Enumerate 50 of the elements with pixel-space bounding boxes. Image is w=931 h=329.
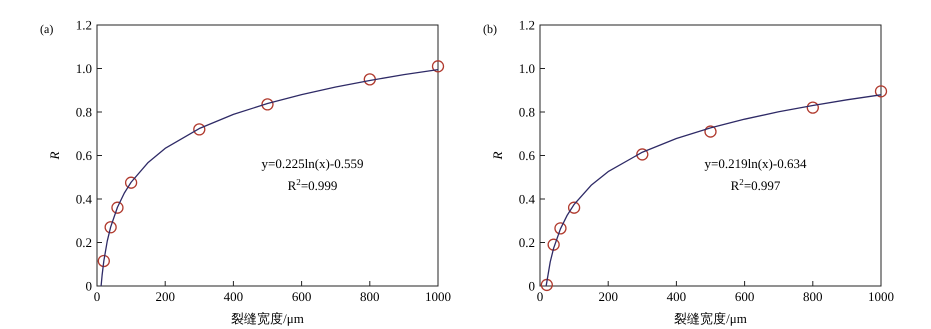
x-tick-label: 600 [734, 289, 754, 304]
x-tick-label: 200 [155, 289, 175, 304]
point [261, 98, 274, 111]
x-tick-label: 800 [803, 289, 823, 304]
x-tick-label: 200 [598, 289, 618, 304]
y-tick-label: 0.8 [76, 104, 92, 120]
annotation: R$^{2}$=0.997 [730, 177, 781, 193]
point [547, 238, 560, 251]
y-axis-title: R [490, 151, 505, 160]
point [636, 148, 648, 161]
x-tick-label: 1000 [868, 289, 894, 304]
point [540, 278, 553, 292]
y-tick-label: 0.2 [518, 235, 535, 250]
point [111, 202, 124, 214]
point [124, 176, 138, 189]
x-axis-title: 裂缝宽度/μm [674, 311, 747, 326]
y-tick-label: 0.6 [76, 148, 92, 163]
y-tick-label: 1.0 [76, 61, 92, 76]
x-tick-label: 1000 [425, 289, 451, 304]
y-tick-label: 1.0 [518, 61, 535, 76]
y-tick-label: 0 [528, 278, 535, 294]
point [806, 102, 819, 114]
y-axis-title: R [47, 151, 62, 160]
point [874, 85, 888, 98]
annotation: y=0.219ln(x)-0.634 [704, 156, 807, 171]
point [432, 60, 444, 72]
point [704, 125, 717, 138]
y-tick-label: 0.4 [518, 192, 536, 206]
annotation: R$^{2}$=0.999 [288, 177, 338, 193]
y-tick-label: 0 [86, 278, 92, 294]
y-tick-label: 0.4 [76, 192, 92, 206]
y-tick-label: 0.8 [518, 104, 535, 120]
text: (a) [40, 22, 54, 36]
y-tick-label: 0.2 [76, 235, 92, 250]
point [98, 254, 110, 268]
annotation: y=0.225ln(x)-0.559 [262, 156, 364, 171]
point [554, 222, 567, 235]
point [568, 202, 580, 214]
point [104, 221, 117, 234]
text: (b) [483, 22, 497, 36]
x-tick-label: 800 [360, 289, 380, 304]
point [193, 123, 206, 136]
y-tick-label: 1.2 [518, 18, 535, 32]
x-axis-title: 裂缝宽度/μm [231, 311, 304, 326]
y-tick-label: 0.6 [518, 148, 536, 163]
x-tick-label: 400 [666, 289, 686, 304]
y-tick-label: 1.2 [76, 18, 92, 32]
x-tick-label: 400 [224, 289, 244, 304]
x-tick-label: 600 [292, 289, 312, 304]
point [364, 73, 376, 86]
